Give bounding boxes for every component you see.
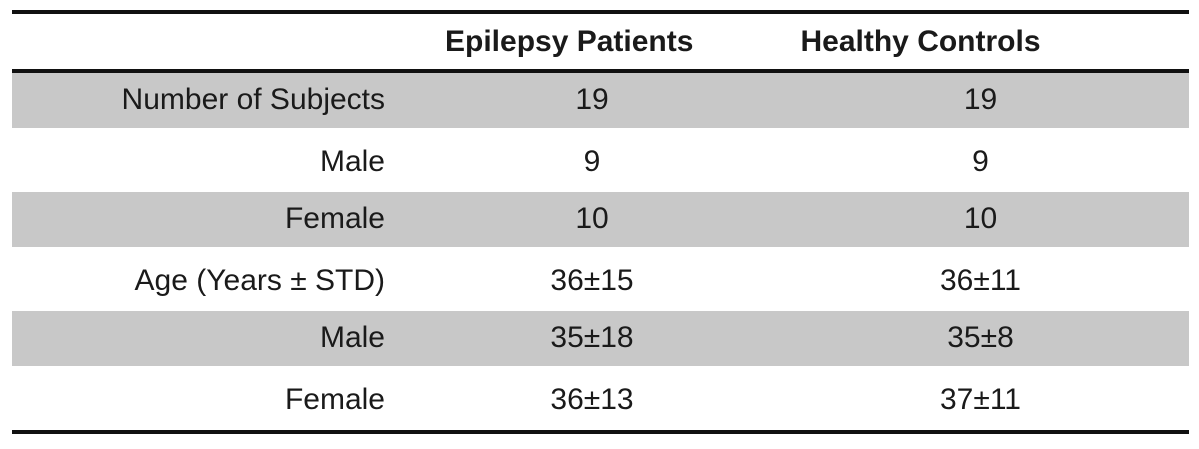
table-row-female-count: Female 10 10 — [12, 192, 1189, 252]
healthy-value: 35±8 — [947, 321, 1014, 355]
row-label: Female — [284, 383, 385, 417]
table-row-male-count: Male 9 9 — [12, 133, 1189, 193]
healthy-value: 36±11 — [940, 264, 1021, 298]
table-row-male-age: Male 35±18 35±8 — [12, 311, 1189, 371]
row-label: Male — [319, 145, 385, 179]
healthy-value: 19 — [963, 83, 998, 117]
row-label: Number of Subjects — [121, 83, 385, 117]
table-body: Number of Subjects 19 19 Male 9 9 Female… — [12, 73, 1189, 430]
healthy-value: 9 — [972, 145, 989, 179]
demographics-table: Epilepsy Patients Healthy Controls Numbe… — [12, 10, 1189, 434]
table-top-rule — [12, 10, 1189, 14]
epilepsy-value: 9 — [583, 145, 601, 179]
epilepsy-value: 36±13 — [550, 383, 634, 417]
table-bottom-rule — [12, 430, 1189, 434]
column-header-epilepsy-patients: Epilepsy Patients — [445, 24, 694, 58]
epilepsy-value: 35±18 — [550, 321, 634, 355]
header-separator-rule — [12, 69, 1189, 73]
table-row-age: Age (Years ± STD) 36±15 36±11 — [12, 252, 1189, 312]
table-row-female-age: Female 36±13 37±11 — [12, 371, 1189, 431]
table-row-number-of-subjects: Number of Subjects 19 19 — [12, 73, 1189, 133]
epilepsy-value: 36±15 — [550, 264, 634, 298]
healthy-value: 37±11 — [940, 383, 1021, 417]
row-label: Male — [319, 321, 385, 355]
epilepsy-value: 19 — [575, 83, 609, 117]
table-header-row: Epilepsy Patients Healthy Controls — [12, 14, 1189, 69]
row-label: Age (Years ± STD) — [134, 264, 385, 298]
row-label: Female — [284, 202, 385, 236]
column-header-healthy-controls: Healthy Controls — [800, 24, 1041, 58]
healthy-value: 10 — [963, 202, 998, 236]
epilepsy-value: 10 — [575, 202, 609, 236]
